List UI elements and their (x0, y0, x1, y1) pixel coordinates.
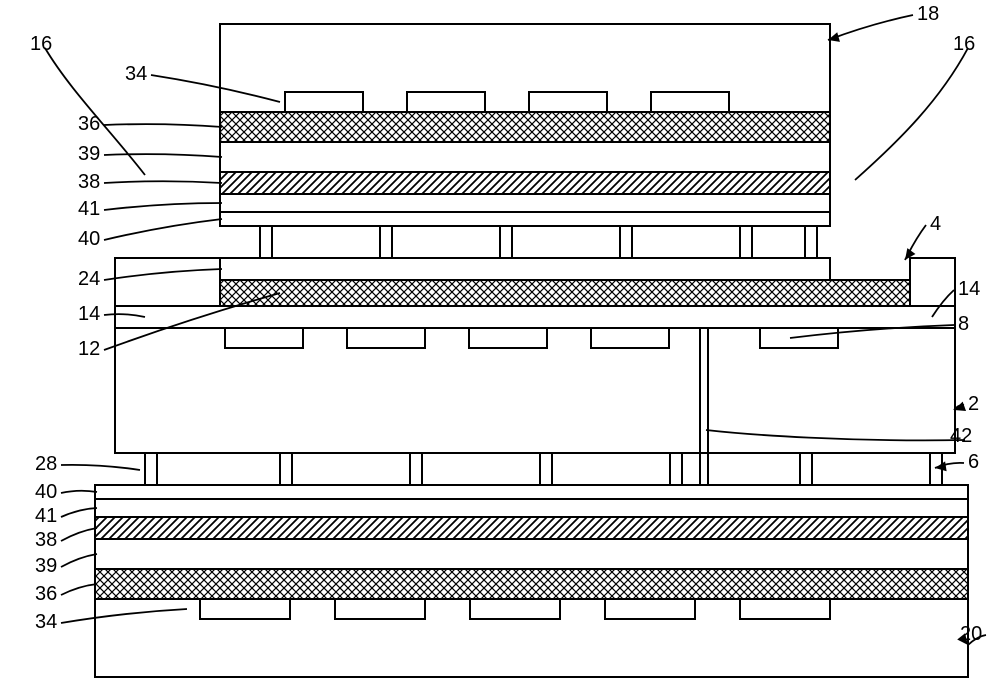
top-pillar (380, 226, 392, 258)
callout-label: 16 (30, 33, 52, 55)
top-thin-layer (220, 212, 830, 226)
top-pillar (805, 226, 817, 258)
mid-top-slab (220, 258, 830, 280)
callout-label: 34 (35, 611, 57, 633)
callout-label: 24 (78, 268, 100, 290)
bot-tab (470, 599, 560, 619)
leader-line (61, 508, 97, 517)
mid-tab (591, 328, 669, 348)
bot-diagonal-layer (95, 517, 968, 539)
mid-tab (760, 328, 838, 348)
callout-label: 36 (78, 113, 100, 135)
leader-line (61, 554, 97, 567)
callout-label: 39 (35, 555, 57, 577)
mid-tab (225, 328, 303, 348)
leader-line (104, 181, 222, 183)
top-crosshatch-layer (220, 112, 830, 142)
callout-label: 40 (78, 228, 100, 250)
mid-slab (115, 306, 955, 328)
leader-line (104, 219, 222, 240)
top-tab (651, 92, 729, 112)
leader-line (61, 528, 97, 541)
mid-pillar (145, 453, 157, 485)
callout-label: 36 (35, 583, 57, 605)
cross-section-diagram: 1816163436393841404241414812242286404138… (0, 0, 1000, 685)
bot-tab (740, 599, 830, 619)
bot-blank2-layer (95, 499, 968, 517)
leader-line (61, 584, 97, 595)
mid-pillar (410, 453, 422, 485)
leader-line (61, 465, 140, 470)
callout-label: 39 (78, 143, 100, 165)
leader-line (104, 124, 222, 127)
callout-label: 42 (950, 425, 972, 447)
callout-label: 28 (35, 453, 57, 475)
callout-label: 38 (35, 529, 57, 551)
top-tab (529, 92, 607, 112)
callout-label: 38 (78, 171, 100, 193)
bot-blank-layer (95, 539, 968, 569)
callout-label: 14 (78, 303, 100, 325)
mid-tab (469, 328, 547, 348)
bot-tab (335, 599, 425, 619)
callout-label: 41 (78, 198, 100, 220)
mid-tab (347, 328, 425, 348)
bot-crosshatch-layer (95, 569, 968, 599)
top-blank2-layer (220, 194, 830, 212)
callout-label: 6 (968, 451, 979, 473)
bot-thin-layer (95, 485, 968, 499)
callout-label: 14 (958, 278, 980, 300)
callout-label: 18 (917, 3, 939, 25)
callout-label: 20 (960, 623, 982, 645)
leader-line (104, 203, 222, 210)
callout-label: 2 (968, 393, 979, 415)
mid-right-notch (910, 258, 955, 306)
callout-label: 41 (35, 505, 57, 527)
bot-tab (200, 599, 290, 619)
bot-tab (605, 599, 695, 619)
top-pillar (500, 226, 512, 258)
mid-pillar (800, 453, 812, 485)
leader-line (855, 48, 968, 180)
top-blank-layer (220, 142, 830, 172)
callout-label: 8 (958, 313, 969, 335)
mid-pillar (670, 453, 682, 485)
mid-pillar (280, 453, 292, 485)
callout-label: 40 (35, 481, 57, 503)
mid-crosshatch (220, 280, 910, 306)
callout-label: 4 (930, 213, 941, 235)
callout-label: 34 (125, 63, 147, 85)
mid-left-notch (115, 258, 220, 306)
leader-line (104, 154, 222, 157)
top-tab (407, 92, 485, 112)
leader-line (61, 491, 97, 493)
callout-label: 12 (78, 338, 100, 360)
top-diagonal-layer (220, 172, 830, 194)
top-tab (285, 92, 363, 112)
leader-line (828, 15, 913, 40)
top-pillar (620, 226, 632, 258)
top-pillar (740, 226, 752, 258)
mid-pillar (540, 453, 552, 485)
callout-label: 16 (953, 33, 975, 55)
top-pillar (260, 226, 272, 258)
